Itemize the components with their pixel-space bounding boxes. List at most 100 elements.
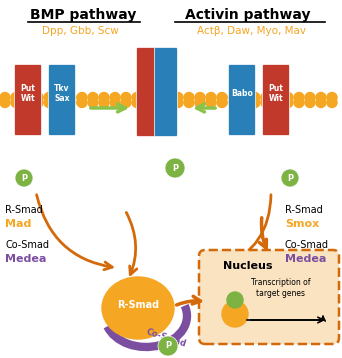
Circle shape [217, 97, 227, 107]
Text: Dpp, Gbb, Scw: Dpp, Gbb, Scw [42, 26, 118, 36]
Circle shape [261, 92, 271, 102]
Text: Put
Wit: Put Wit [268, 83, 284, 103]
Circle shape [33, 97, 43, 107]
Circle shape [154, 92, 164, 102]
Circle shape [173, 92, 183, 102]
Circle shape [66, 97, 76, 107]
Circle shape [294, 92, 304, 102]
Circle shape [227, 292, 243, 308]
Circle shape [55, 97, 65, 107]
FancyBboxPatch shape [14, 64, 41, 135]
Circle shape [250, 92, 260, 102]
Text: Transcription of
target genes: Transcription of target genes [251, 278, 311, 298]
Circle shape [272, 97, 282, 107]
Circle shape [195, 97, 205, 107]
Circle shape [158, 336, 178, 356]
Circle shape [143, 97, 153, 107]
Circle shape [99, 92, 109, 102]
Circle shape [250, 97, 260, 107]
Circle shape [283, 92, 293, 102]
Text: P: P [287, 174, 293, 183]
Text: Medea: Medea [5, 254, 47, 264]
Circle shape [327, 92, 337, 102]
Text: Babo: Babo [231, 89, 253, 98]
Circle shape [121, 97, 131, 107]
FancyBboxPatch shape [136, 48, 159, 136]
Circle shape [327, 97, 337, 107]
Text: II: II [25, 160, 31, 169]
Circle shape [195, 92, 205, 102]
Text: Co-Smad: Co-Smad [285, 240, 329, 250]
Circle shape [77, 97, 87, 107]
FancyBboxPatch shape [49, 64, 76, 135]
Circle shape [272, 92, 282, 102]
Circle shape [55, 92, 65, 102]
Circle shape [132, 92, 142, 102]
Circle shape [228, 97, 238, 107]
Text: Put
Wit: Put Wit [21, 83, 36, 103]
Circle shape [99, 97, 109, 107]
Circle shape [165, 92, 175, 102]
Circle shape [88, 97, 98, 107]
Text: Mad: Mad [5, 219, 31, 229]
Circle shape [66, 92, 76, 102]
Circle shape [261, 97, 271, 107]
FancyBboxPatch shape [263, 64, 289, 135]
Text: I: I [240, 158, 244, 166]
Text: Nucleus: Nucleus [223, 261, 273, 271]
Circle shape [173, 97, 183, 107]
FancyBboxPatch shape [228, 64, 255, 135]
Text: Medea: Medea [285, 254, 326, 264]
Circle shape [305, 97, 315, 107]
Circle shape [239, 92, 249, 102]
Circle shape [121, 92, 131, 102]
Circle shape [11, 92, 21, 102]
Ellipse shape [102, 277, 174, 339]
Circle shape [217, 92, 227, 102]
Circle shape [22, 97, 32, 107]
Circle shape [206, 97, 216, 107]
Text: P: P [21, 174, 27, 183]
Text: R-Smad: R-Smad [285, 205, 323, 215]
Circle shape [206, 92, 216, 102]
Circle shape [110, 97, 120, 107]
Text: Co-Smad: Co-Smad [5, 240, 49, 250]
Text: Co-Smad: Co-Smad [145, 327, 187, 349]
Text: Activin pathway: Activin pathway [185, 8, 311, 22]
Text: R-Smad: R-Smad [5, 205, 43, 215]
Circle shape [165, 97, 175, 107]
Circle shape [184, 92, 194, 102]
Text: Smox: Smox [285, 219, 319, 229]
Circle shape [143, 92, 153, 102]
Circle shape [305, 92, 315, 102]
Text: R-Smad: R-Smad [117, 300, 159, 310]
Text: Actβ, Daw, Myo, Mav: Actβ, Daw, Myo, Mav [197, 26, 306, 36]
Circle shape [281, 169, 299, 187]
FancyBboxPatch shape [199, 250, 339, 344]
Circle shape [228, 92, 238, 102]
Circle shape [222, 301, 248, 327]
Text: P: P [172, 164, 178, 173]
Circle shape [44, 97, 54, 107]
Circle shape [22, 92, 32, 102]
Text: I: I [61, 158, 64, 166]
Circle shape [11, 97, 21, 107]
Circle shape [15, 169, 33, 187]
Circle shape [132, 97, 142, 107]
Circle shape [239, 97, 249, 107]
FancyBboxPatch shape [155, 48, 177, 136]
Circle shape [0, 92, 10, 102]
Circle shape [88, 92, 98, 102]
Circle shape [283, 97, 293, 107]
Text: Tkv
Sax: Tkv Sax [54, 83, 70, 103]
Circle shape [316, 97, 326, 107]
Circle shape [165, 158, 185, 178]
Circle shape [0, 97, 10, 107]
Text: BMP pathway: BMP pathway [30, 8, 136, 22]
Circle shape [316, 92, 326, 102]
Circle shape [184, 97, 194, 107]
Text: P: P [165, 342, 171, 350]
Circle shape [44, 92, 54, 102]
Circle shape [110, 92, 120, 102]
Circle shape [33, 92, 43, 102]
